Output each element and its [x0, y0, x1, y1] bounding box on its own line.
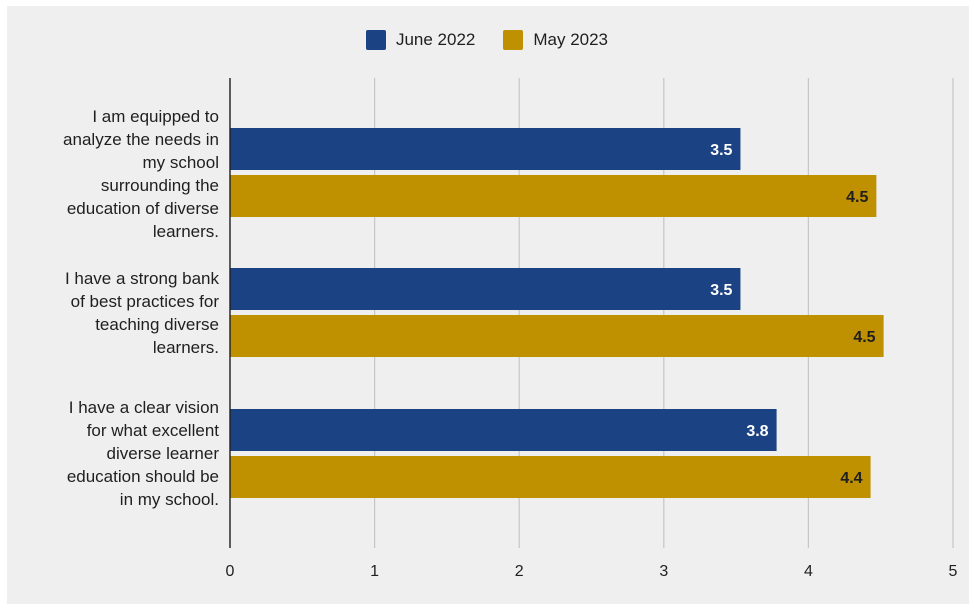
category-label-3-line: diverse learner: [106, 444, 219, 463]
bar-value-label: 4.4: [840, 470, 862, 487]
bar[interactable]: [230, 175, 877, 217]
bar-value-label: 3.8: [746, 423, 768, 440]
category-label-3-line: I have a clear vision: [68, 398, 219, 417]
bar-value-label: 4.5: [853, 329, 875, 346]
category-label-1-line: education of diverse: [66, 199, 219, 218]
x-tick-label: 0: [226, 563, 235, 580]
x-tick-label: 3: [659, 563, 668, 580]
x-tick-label: 5: [949, 563, 958, 580]
x-tick-label: 4: [804, 563, 813, 580]
bar[interactable]: [230, 315, 884, 357]
x-tick-label: 2: [515, 563, 524, 580]
bar[interactable]: [230, 268, 741, 310]
bar[interactable]: [230, 128, 741, 170]
legend-label-june-2022: June 2022: [395, 30, 476, 49]
category-label-2-line: I have a strong bank: [64, 269, 219, 288]
category-label-3-line: in my school.: [119, 490, 219, 509]
legend-item-may-2023[interactable]: May 2023: [503, 30, 608, 50]
category-label-1-line: surrounding the: [100, 176, 219, 195]
category-label-3-line: for what excellent: [86, 421, 219, 440]
legend: June 2022 May 2023: [0, 30, 974, 50]
legend-swatch-may-2023: [503, 30, 524, 50]
bar-value-label: 3.5: [710, 142, 732, 159]
category-label-2-line: teaching diverse: [95, 315, 219, 334]
category-label-1-line: I am equipped to: [92, 107, 219, 126]
bar[interactable]: [230, 409, 777, 451]
bar[interactable]: [230, 456, 871, 498]
category-label-3: I have a clear vision for what excellent…: [19, 396, 219, 511]
legend-item-june-2022[interactable]: June 2022: [365, 30, 476, 50]
legend-label-may-2023: May 2023: [533, 30, 609, 49]
bar-value-label: 3.5: [710, 282, 732, 299]
legend-swatch-june-2022: [365, 30, 386, 50]
category-label-3-line: education should be: [66, 467, 219, 486]
x-tick-label: 1: [370, 563, 379, 580]
bar-value-label: 4.5: [846, 189, 868, 206]
category-label-2: I have a strong bank of best practices f…: [19, 267, 219, 359]
category-label-1-line: learners.: [152, 222, 219, 241]
category-label-1-line: my school: [142, 153, 219, 172]
category-label-2-line: learners.: [152, 338, 219, 357]
category-label-1: I am equipped to analyze the needs in my…: [19, 105, 219, 243]
category-label-1-line: analyze the needs in: [63, 130, 219, 149]
category-label-2-line: of best practices for: [70, 292, 219, 311]
